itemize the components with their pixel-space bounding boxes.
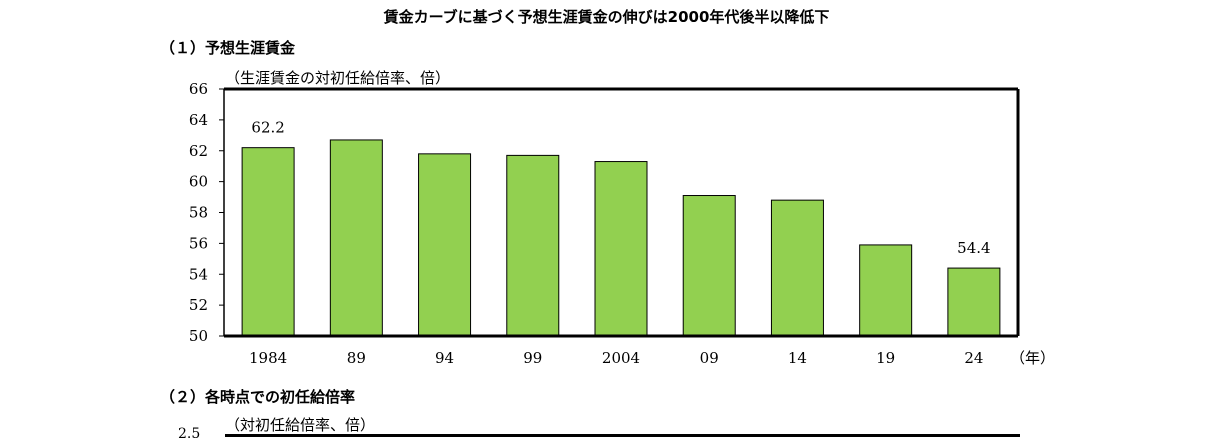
lifetime-wage-bar-chart: 50 52 54 56 58 60 62 64 66 1984 89 94 99 2004 09 14 19 2… (189, 80, 1055, 367)
bar-94 (418, 153, 472, 337)
y-tick-label: 66 (189, 80, 208, 98)
section-2-title: （２）各時点での初任給倍率 (160, 388, 356, 406)
x-tick-label: 99 (523, 349, 542, 367)
y-tick-label: 62 (189, 142, 208, 160)
y-tick-label: 56 (189, 234, 208, 252)
bar-89 (329, 139, 383, 337)
y-tick-label: 54 (189, 265, 208, 283)
x-tick-label: 94 (435, 349, 454, 367)
x-axis-unit-label: （年） (1010, 349, 1055, 367)
chart-2-frame-top (225, 434, 1020, 437)
bar-99 (506, 154, 560, 337)
x-tick-label: 2004 (602, 349, 640, 367)
x-tick-label: 89 (347, 349, 366, 367)
data-label: 54.4 (957, 239, 990, 257)
x-tick-label: 09 (700, 349, 719, 367)
bar-24 (947, 267, 1001, 337)
y-tick-label: 60 (189, 173, 208, 191)
x-tick-label: 14 (788, 349, 807, 367)
bar-19 (859, 244, 913, 337)
x-tick-label: 19 (876, 349, 895, 367)
bar-2004 (594, 161, 648, 337)
y-tick-label: 58 (189, 204, 208, 222)
section-1-title: （１）予想生涯賃金 (160, 39, 296, 57)
chart-1-unit-label: （生涯賃金の対初任給倍率、倍） (225, 69, 451, 87)
y-tick-label: 64 (189, 111, 208, 129)
x-tick-label: 24 (964, 349, 983, 367)
bar-1984 (241, 147, 295, 337)
y-tick-label: 50 (189, 327, 208, 345)
bar-14 (770, 199, 824, 337)
x-tick-label: 1984 (249, 349, 287, 367)
chart-2-unit-label: （対初任給倍率、倍） (225, 416, 376, 434)
y-tick-label: 52 (189, 296, 208, 314)
main-title: 賃金カーブに基づく予想生涯賃金の伸びは2000年代後半以降低下 (383, 8, 830, 26)
chart-2-partial-tick-label: 2.5 (178, 426, 201, 442)
data-label: 62.2 (251, 119, 284, 137)
bar-09 (682, 195, 736, 337)
